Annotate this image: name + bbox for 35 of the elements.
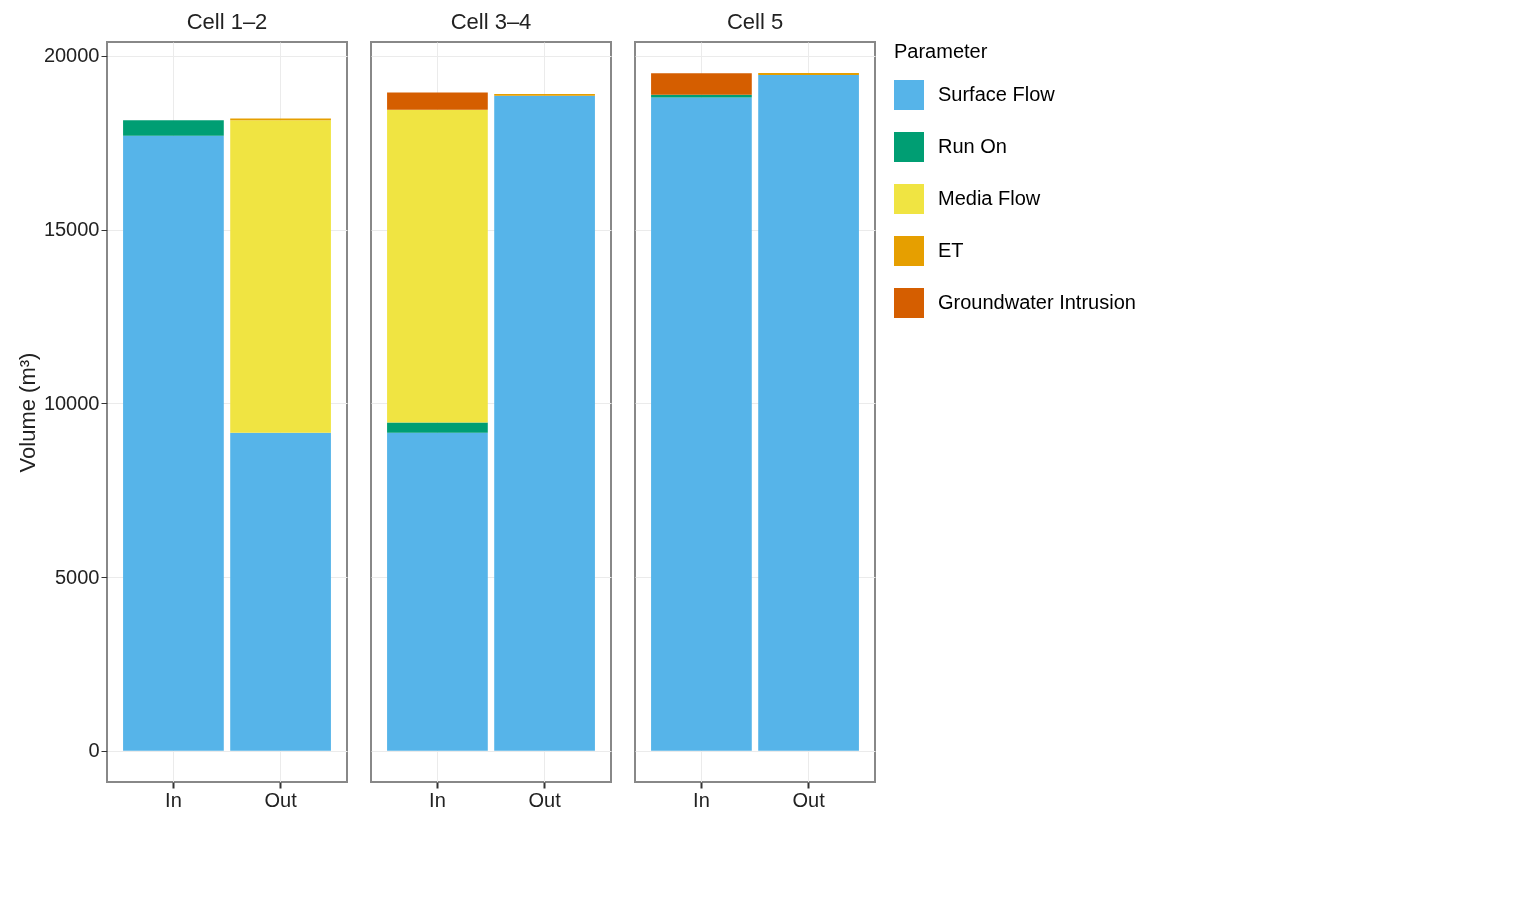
bar <box>758 72 859 75</box>
y-tick-label: 15000 <box>43 218 100 241</box>
legend-label: ET <box>938 239 964 261</box>
x-tick-label: Out <box>528 788 562 811</box>
bar <box>494 95 595 751</box>
bar <box>758 75 859 751</box>
legend-label: Surface Flow <box>938 83 1056 105</box>
y-tick-label: 5000 <box>55 565 100 588</box>
bar <box>387 422 488 433</box>
bar <box>651 94 752 98</box>
bar <box>651 73 752 95</box>
legend-label: Media Flow <box>938 187 1041 209</box>
y-tick-label: 10000 <box>43 391 100 414</box>
x-tick-label: In <box>429 788 446 811</box>
y-tick-label: 20000 <box>43 44 100 67</box>
legend-title: Parameter <box>894 40 988 62</box>
chart-title: Cell 3–4 <box>450 9 532 34</box>
y-tick-label: 0 <box>88 739 100 762</box>
bar <box>123 135 224 751</box>
legend-label: Run On <box>938 135 1007 157</box>
x-tick-label: Out <box>792 788 826 811</box>
x-tick-label: In <box>165 788 182 811</box>
legend-label: Groundwater Intrusion <box>938 291 1136 313</box>
bar <box>123 120 224 136</box>
y-axis-title: Volume (m³) <box>14 352 40 473</box>
chart-title: Cell 1–2 <box>186 9 268 34</box>
x-tick-label: In <box>693 788 710 811</box>
bar <box>387 109 488 423</box>
x-tick-label: Out <box>264 788 298 811</box>
bar <box>387 432 488 751</box>
bar <box>230 120 331 433</box>
bar <box>387 92 488 110</box>
bar <box>230 432 331 751</box>
chart-title: Cell 5 <box>726 9 784 34</box>
bar <box>651 97 752 751</box>
